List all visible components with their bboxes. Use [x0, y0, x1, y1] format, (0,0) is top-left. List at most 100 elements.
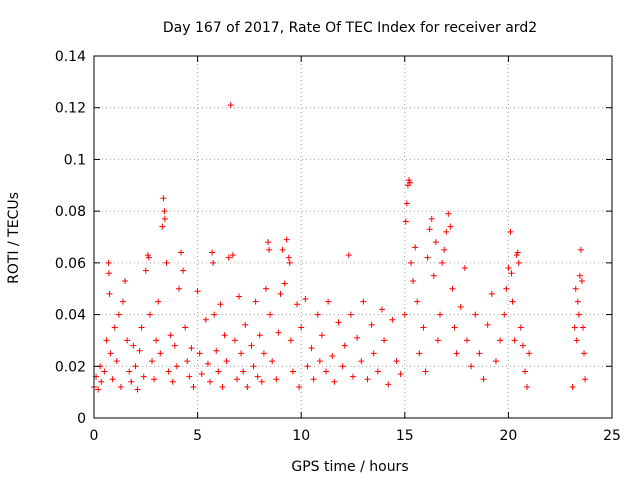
data-point — [445, 210, 452, 217]
data-point — [262, 285, 269, 292]
data-point — [414, 298, 421, 305]
data-point — [248, 342, 255, 349]
data-point — [103, 337, 110, 344]
data-point — [171, 342, 178, 349]
data-point — [167, 332, 174, 339]
data-point — [325, 298, 332, 305]
data-point — [267, 311, 274, 318]
data-point — [244, 383, 251, 390]
data-point — [256, 332, 263, 339]
data-point — [105, 259, 112, 266]
gridlines — [94, 56, 612, 418]
data-point — [180, 267, 187, 274]
data-point — [213, 347, 220, 354]
data-point — [175, 285, 182, 292]
data-point — [159, 223, 166, 230]
data-point — [229, 252, 236, 259]
data-point — [122, 277, 129, 284]
data-point — [443, 228, 450, 235]
data-point — [484, 321, 491, 328]
data-point — [161, 215, 168, 222]
data-point — [579, 324, 586, 331]
data-point — [254, 373, 261, 380]
data-point — [184, 358, 191, 365]
data-point — [178, 249, 185, 256]
data-point — [505, 265, 512, 272]
data-point — [308, 345, 315, 352]
data-point — [211, 311, 218, 318]
y-tick-labels: 0 0.02 0.04 0.06 0.08 0.1 0.12 0.14 — [55, 49, 86, 427]
data-point — [136, 347, 143, 354]
data-point — [146, 311, 153, 318]
data-point — [480, 376, 487, 383]
data-point — [521, 368, 528, 375]
data-point — [286, 259, 293, 266]
data-point — [335, 319, 342, 326]
data-point — [408, 259, 415, 266]
data-point — [98, 378, 105, 385]
data-point — [385, 381, 392, 388]
data-point — [289, 368, 296, 375]
data-point — [285, 254, 292, 261]
data-point — [430, 272, 437, 279]
data-point — [260, 350, 267, 357]
data-point — [130, 342, 137, 349]
data-point — [453, 350, 460, 357]
data-point — [95, 386, 102, 393]
data-point — [497, 337, 504, 344]
data-point — [302, 296, 309, 303]
data-point — [217, 301, 224, 308]
data-point — [117, 383, 124, 390]
data-point — [517, 324, 524, 331]
data-point — [447, 223, 454, 230]
data-point — [331, 378, 338, 385]
data-point — [126, 368, 133, 375]
y-tick-label: 0.06 — [55, 256, 86, 272]
data-point — [457, 303, 464, 310]
x-tick-label: 5 — [193, 428, 202, 444]
data-point — [434, 337, 441, 344]
data-point — [368, 321, 375, 328]
data-point — [403, 200, 410, 207]
data-point — [140, 373, 147, 380]
data-point — [310, 376, 317, 383]
data-point — [227, 102, 234, 109]
data-point — [111, 324, 118, 331]
data-point — [163, 259, 170, 266]
data-point — [242, 321, 249, 328]
data-point — [101, 368, 108, 375]
data-point — [279, 246, 286, 253]
data-point — [221, 332, 228, 339]
data-point — [149, 358, 156, 365]
data-point — [109, 376, 116, 383]
data-point — [198, 371, 205, 378]
data-point — [405, 177, 412, 184]
data-point — [439, 259, 446, 266]
data-point — [472, 311, 479, 318]
data-point — [106, 290, 113, 297]
data-point — [165, 368, 172, 375]
data-point — [209, 249, 216, 256]
x-tick-label: 25 — [603, 428, 621, 444]
data-point — [287, 337, 294, 344]
data-point — [281, 280, 288, 287]
y-axis-label: ROTI / TECUs — [6, 192, 22, 284]
data-point — [569, 383, 576, 390]
data-point — [323, 368, 330, 375]
data-point — [283, 236, 290, 243]
data-point — [389, 316, 396, 323]
axis-ticks — [93, 55, 613, 419]
data-point — [582, 376, 589, 383]
data-point — [196, 350, 203, 357]
data-point — [128, 378, 135, 385]
data-point — [519, 342, 526, 349]
data-point — [509, 298, 516, 305]
data-point — [202, 316, 209, 323]
data-point — [515, 259, 522, 266]
data-point — [364, 376, 371, 383]
data-point — [138, 324, 145, 331]
data-point — [354, 334, 361, 341]
data-point — [441, 246, 448, 253]
data-point — [347, 311, 354, 318]
